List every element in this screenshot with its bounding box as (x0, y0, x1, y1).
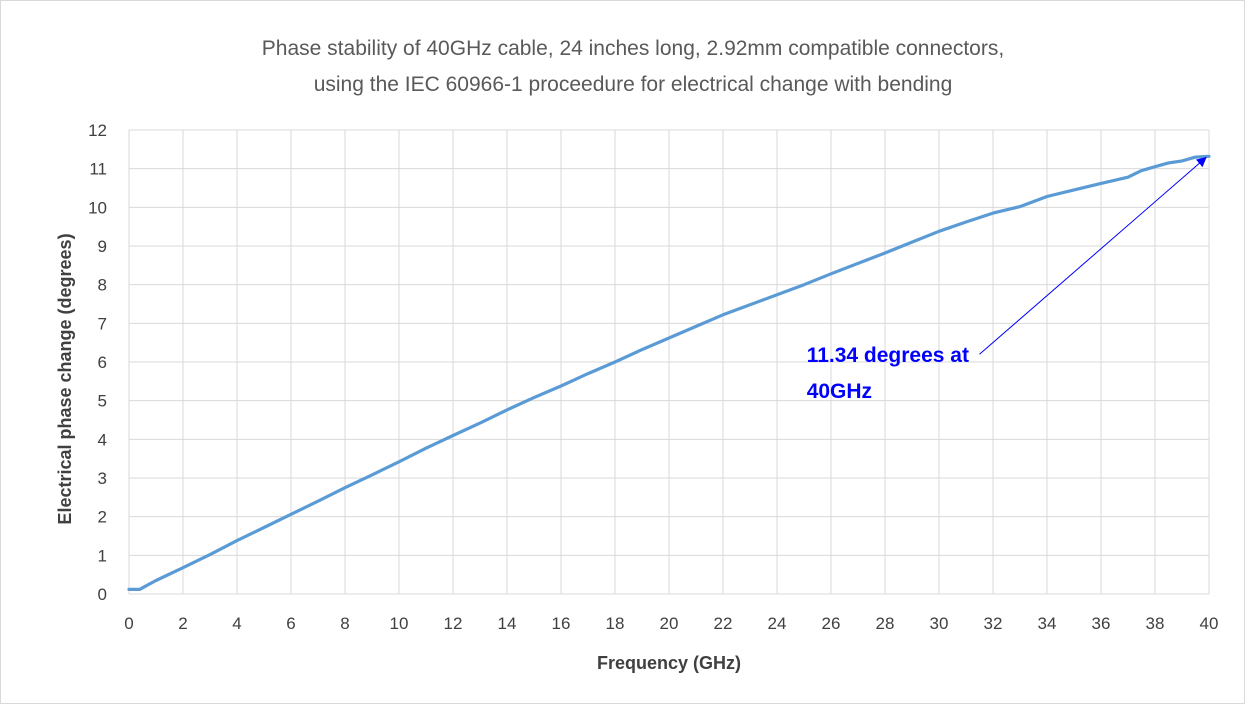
x-tick-labels: 0 2 4 6 8 10 12 14 16 18 20 22 24 26 28 30 32 34 36 38 40 (124, 614, 1218, 633)
gridlines (128, 129, 1210, 595)
x-tick-label: 28 (876, 614, 895, 633)
x-tick-label: 14 (498, 614, 517, 633)
y-tick-label: 9 (98, 237, 107, 256)
chart-title-line-2: using the IEC 60966-1 proceedure for ele… (314, 73, 953, 96)
x-tick-label: 2 (178, 614, 187, 633)
x-tick-label: 40 (1200, 614, 1219, 633)
x-tick-label: 4 (232, 614, 241, 633)
x-tick-label: 22 (714, 614, 733, 633)
x-tick-label: 20 (660, 614, 679, 633)
x-tick-label: 16 (552, 614, 571, 633)
y-tick-label: 0 (98, 585, 107, 604)
x-tick-label: 38 (1146, 614, 1165, 633)
y-tick-label: 10 (88, 198, 107, 217)
x-tick-label: 0 (124, 614, 133, 633)
x-tick-label: 18 (606, 614, 625, 633)
y-tick-label: 7 (98, 314, 107, 333)
annotation-text-line: 11.34 degrees at (807, 344, 969, 367)
annotation-layer: 11.34 degrees at 40GHz (807, 156, 1207, 403)
y-tick-label: 3 (98, 469, 107, 488)
y-tick-label: 8 (98, 276, 107, 295)
x-tick-label: 26 (822, 614, 841, 633)
x-tick-label: 10 (390, 614, 409, 633)
y-tick-label: 2 (98, 508, 107, 527)
x-tick-label: 36 (1092, 614, 1111, 633)
y-axis-label: Electrical phase change (degrees) (55, 233, 75, 524)
y-tick-label: 5 (98, 392, 107, 411)
series-line (127, 154, 1211, 592)
y-tick-label: 11 (89, 160, 107, 179)
annotation-text-line: 40GHz (807, 380, 872, 403)
x-tick-label: 8 (340, 614, 349, 633)
x-tick-label: 6 (286, 614, 295, 633)
y-tick-label: 6 (98, 353, 107, 372)
x-tick-label: 30 (930, 614, 949, 633)
y-tick-label: 4 (98, 430, 107, 449)
chart-title-line-1: Phase stability of 40GHz cable, 24 inche… (262, 37, 1004, 60)
y-tick-label: 1 (98, 546, 107, 565)
y-tick-label: 12 (88, 121, 107, 140)
x-tick-label: 34 (1038, 614, 1057, 633)
annotation-arrow (979, 156, 1207, 355)
x-tick-label: 32 (984, 614, 1003, 633)
series-layer (127, 154, 1211, 592)
x-axis-label: Frequency (GHz) (597, 653, 741, 673)
x-tick-label: 24 (768, 614, 787, 633)
x-tick-label: 12 (444, 614, 463, 633)
